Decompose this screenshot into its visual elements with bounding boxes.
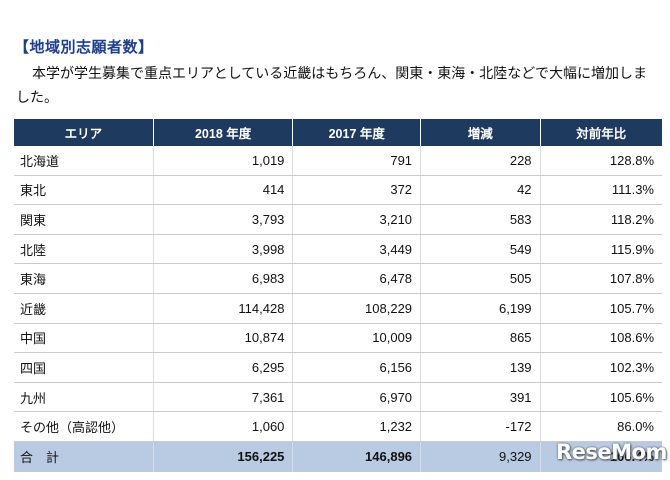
cell-2018: 6,983 bbox=[153, 263, 294, 294]
table-row: 近畿 114,428 108,229 6,199 105.7% bbox=[14, 293, 662, 324]
table-row: 東北 414 372 42 111.3% bbox=[14, 175, 662, 206]
cell-diff: 583 bbox=[420, 204, 541, 235]
intro-paragraph: 本学が学生募集で重点エリアとしている近畿はもちろん、関東・東海・北陸などで大幅に… bbox=[16, 66, 648, 106]
cell-region: 北陸 bbox=[14, 234, 154, 265]
cell-2018: 1,019 bbox=[153, 146, 294, 176]
cell-region: 東北 bbox=[14, 175, 154, 206]
cell-region: その他（高認他） bbox=[14, 411, 154, 442]
table-row: 東海 6,983 6,478 505 107.8% bbox=[14, 263, 662, 294]
cell-ratio: 108.6% bbox=[540, 323, 662, 354]
total-cell-region: 合 計 bbox=[14, 441, 154, 472]
total-cell-diff: 9,329 bbox=[420, 441, 541, 472]
table-row: 四国 6,295 6,156 139 102.3% bbox=[14, 352, 662, 383]
cell-ratio: 115.9% bbox=[540, 234, 662, 265]
cell-region: 四国 bbox=[14, 352, 154, 383]
cell-2018: 10,874 bbox=[153, 323, 294, 354]
cell-ratio: 107.8% bbox=[540, 263, 662, 294]
cell-2017: 1,232 bbox=[292, 411, 422, 442]
cell-diff: 139 bbox=[420, 352, 541, 383]
table-row: 北海道 1,019 791 228 128.8% bbox=[14, 146, 662, 176]
cell-ratio: 118.2% bbox=[540, 204, 662, 235]
cell-region: 東海 bbox=[14, 263, 154, 294]
table-row: 関東 3,793 3,210 583 118.2% bbox=[14, 204, 662, 235]
cell-diff: 549 bbox=[420, 234, 541, 265]
total-cell-2017: 146,896 bbox=[292, 441, 422, 472]
cell-2017: 6,478 bbox=[292, 263, 422, 294]
cell-2017: 6,156 bbox=[292, 352, 422, 383]
cell-ratio: 111.3% bbox=[540, 175, 662, 206]
table-total-row: 合 計 156,225 146,896 9,329 106.4% bbox=[14, 441, 662, 472]
cell-2018: 414 bbox=[153, 175, 294, 206]
cell-2017: 10,009 bbox=[292, 323, 422, 354]
resemom-logo: ReseMom bbox=[556, 440, 667, 464]
cell-diff: 42 bbox=[420, 175, 541, 206]
cell-ratio: 105.6% bbox=[540, 382, 662, 413]
applicants-by-region-table: エリア 2018 年度 2017 年度 増減 対前年比 北海道 1,019 791 2… bbox=[14, 119, 662, 472]
total-cell-2018: 156,225 bbox=[153, 441, 294, 472]
cell-2018: 6,295 bbox=[153, 352, 294, 383]
cell-region: 九州 bbox=[14, 382, 154, 413]
cell-region: 中国 bbox=[14, 323, 154, 354]
cell-2017: 372 bbox=[292, 175, 422, 206]
section-heading: 【地域別志願者数】 bbox=[14, 38, 154, 56]
table-row: 中国 10,874 10,009 865 108.6% bbox=[14, 323, 662, 354]
table-row: 九州 7,361 6,970 391 105.6% bbox=[14, 382, 662, 413]
header-2017: 2017 年度 bbox=[292, 119, 422, 146]
cell-2018: 1,060 bbox=[153, 411, 294, 442]
cell-region: 北海道 bbox=[14, 146, 154, 176]
cell-ratio: 128.8% bbox=[540, 146, 662, 176]
table-header-row: エリア 2018 年度 2017 年度 増減 対前年比 bbox=[14, 119, 662, 146]
cell-2017: 3,449 bbox=[292, 234, 422, 265]
total-cell-ratio: 106.4% bbox=[540, 441, 662, 472]
table-row: 北陸 3,998 3,449 549 115.9% bbox=[14, 234, 662, 265]
cell-ratio: 105.7% bbox=[540, 293, 662, 324]
cell-2018: 7,361 bbox=[153, 382, 294, 413]
header-region: エリア bbox=[14, 119, 154, 146]
cell-2017: 6,970 bbox=[292, 382, 422, 413]
cell-2018: 3,998 bbox=[153, 234, 294, 265]
cell-ratio: 102.3% bbox=[540, 352, 662, 383]
header-2018: 2018 年度 bbox=[153, 119, 294, 146]
cell-2017: 3,210 bbox=[292, 204, 422, 235]
header-ratio: 対前年比 bbox=[540, 119, 662, 146]
cell-diff: 865 bbox=[420, 323, 541, 354]
cell-2018: 3,793 bbox=[153, 204, 294, 235]
cell-diff: 228 bbox=[420, 146, 541, 176]
cell-2018: 114,428 bbox=[153, 293, 294, 324]
cell-ratio: 86.0% bbox=[540, 411, 662, 442]
cell-region: 近畿 bbox=[14, 293, 154, 324]
table-row: その他（高認他） 1,060 1,232 -172 86.0% bbox=[14, 411, 662, 442]
cell-diff: -172 bbox=[420, 411, 541, 442]
cell-diff: 6,199 bbox=[420, 293, 541, 324]
cell-diff: 391 bbox=[420, 382, 541, 413]
cell-diff: 505 bbox=[420, 263, 541, 294]
cell-2017: 791 bbox=[292, 146, 422, 176]
header-diff: 増減 bbox=[420, 119, 541, 146]
cell-2017: 108,229 bbox=[292, 293, 422, 324]
cell-region: 関東 bbox=[14, 204, 154, 235]
